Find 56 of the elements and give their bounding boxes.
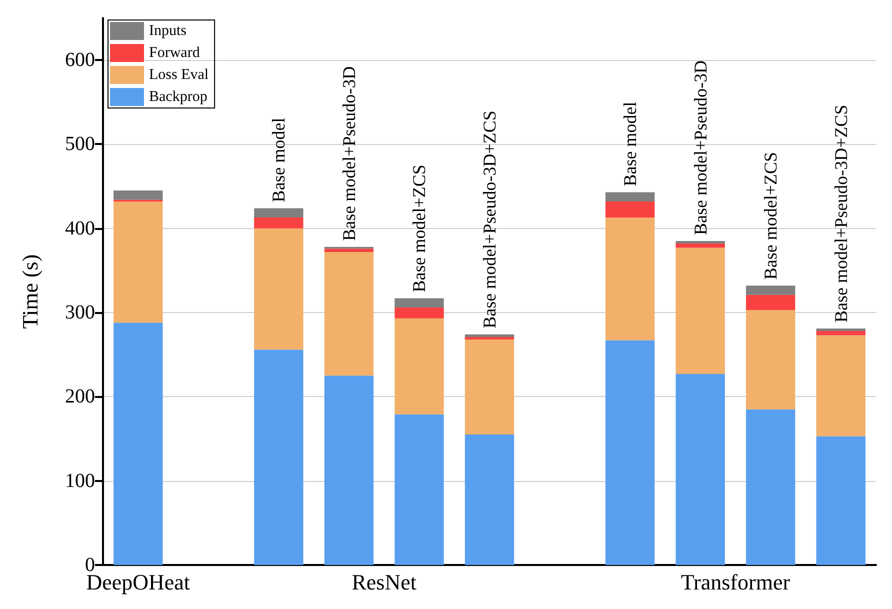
legend-label: Loss Eval: [149, 67, 209, 83]
y-tick-label: 300: [65, 302, 95, 324]
x-tick-label: Base model+ZCS: [760, 152, 781, 280]
bar: [114, 322, 163, 565]
y-tick-label: 100: [65, 470, 95, 492]
bar: [816, 331, 866, 336]
bar: [394, 307, 444, 318]
bar: [254, 208, 304, 218]
bar: [605, 217, 655, 340]
bar: [464, 334, 514, 337]
bar: [676, 241, 725, 244]
y-tick-label: 500: [65, 133, 95, 156]
y-tick-label: 200: [65, 386, 95, 408]
bar: [676, 248, 725, 374]
bar: [394, 414, 444, 565]
bar: [254, 228, 304, 350]
bar: [464, 336, 514, 340]
x-tick-label: Base model: [620, 102, 640, 186]
y-axis-title: Time (s): [18, 254, 42, 329]
y-tick-label: 0: [85, 554, 95, 576]
bar: [676, 244, 725, 248]
bar: [394, 318, 444, 414]
bar: [605, 192, 655, 202]
bar: [816, 436, 866, 565]
bar: [324, 248, 374, 252]
bar: [746, 310, 796, 410]
bar: [254, 350, 304, 565]
bar: [114, 201, 163, 323]
text: Transformer: [680, 570, 791, 594]
bar: [746, 286, 796, 295]
bar: [816, 335, 866, 436]
bar: [394, 298, 444, 308]
bar: [114, 190, 163, 200]
bar: [254, 217, 304, 228]
x-tick-label: Base model: [268, 118, 289, 202]
y-tick-label: 400: [65, 217, 95, 240]
bar: [746, 294, 796, 310]
bar: [464, 434, 514, 565]
legend-label: Forward: [149, 45, 200, 61]
bar: [324, 252, 374, 376]
bar: [816, 328, 866, 332]
bar: [464, 339, 514, 435]
x-tick-label: Base model+Pseudo-3D: [338, 66, 359, 241]
legend-label: Inputs: [149, 23, 187, 39]
bar: [324, 376, 374, 565]
x-tick-label: Base model+Pseudo-3D: [690, 60, 710, 236]
x-tick-label: Base model+ZCS: [409, 164, 430, 292]
text: ResNet: [352, 570, 416, 594]
y-tick-label: 600: [65, 49, 95, 72]
x-tick-label: Base model+Pseudo-3D+ZCS: [480, 110, 500, 328]
bar: [605, 340, 655, 565]
x-tick-label: Base model+Pseudo-3D+ZCS: [830, 104, 851, 323]
bar: [746, 409, 796, 565]
bar: [605, 201, 655, 218]
bar: [676, 374, 725, 565]
legend-label: Backprop: [149, 89, 208, 105]
